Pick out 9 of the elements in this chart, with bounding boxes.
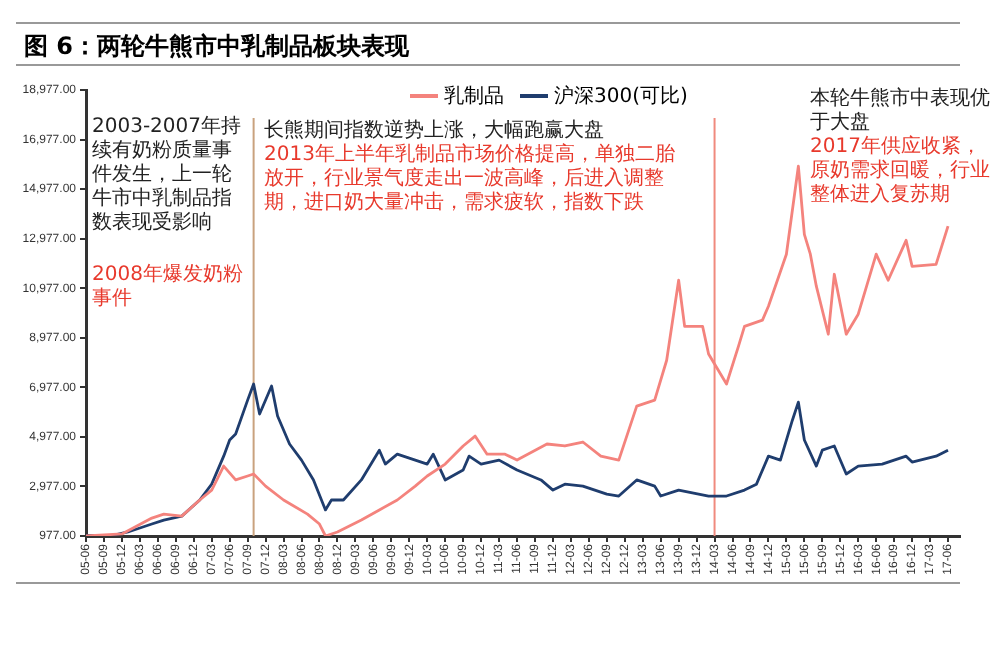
- annotation: 2008年爆发奶粉事件: [92, 264, 244, 312]
- chart-title: 图 6：两轮牛熊市中乳制品板块表现: [16, 22, 960, 66]
- annotation: 长熊期间指数逆势上涨，大幅跑赢大盘: [264, 120, 606, 143]
- annotation: 2003-2007年持续有奶粉质量事件发生，上一轮牛市中乳制品指数表现受影响: [92, 116, 244, 236]
- annotation: 2013年上半年乳制品市场价格提高，单独二胎放开，行业景气度走出一波高峰，后进入调整期，进口奶大量冲击，需求疲软，指数下跌: [264, 144, 677, 216]
- annotation: 2017年供应收紧，原奶需求回暖，行业整体进入复苏期: [810, 136, 992, 208]
- legend-label: 乳制品: [444, 83, 504, 110]
- annotation: 本轮牛熊市中表现优于大盘: [810, 88, 992, 135]
- legend-label: 沪深300(可比): [554, 83, 688, 110]
